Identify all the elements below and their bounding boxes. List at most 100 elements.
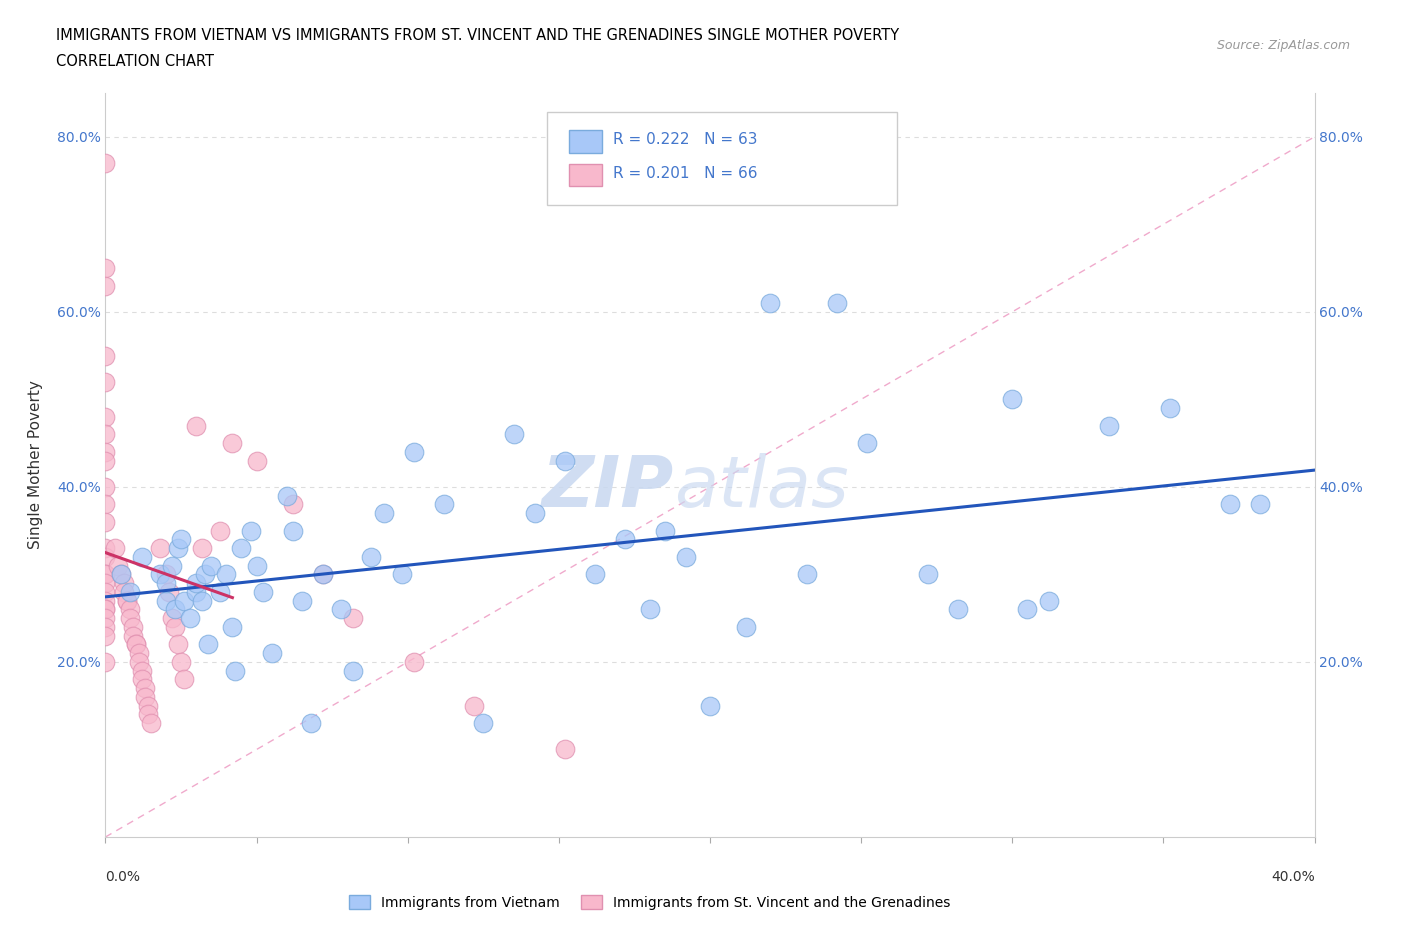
Point: [94, 375, 117, 390]
Point: [299, 716, 322, 731]
Point: [125, 637, 148, 652]
Point: [110, 567, 132, 582]
Point: [94, 155, 117, 170]
Text: atlas: atlas: [673, 453, 848, 522]
Text: CORRELATION CHART: CORRELATION CHART: [56, 54, 214, 69]
Point: [94, 576, 117, 591]
Point: [1017, 602, 1039, 617]
Point: [291, 593, 314, 608]
Point: [94, 497, 117, 512]
Point: [131, 663, 153, 678]
Y-axis label: Single Mother Poverty: Single Mother Poverty: [28, 380, 42, 550]
Point: [155, 593, 177, 608]
Text: 0.0%: 0.0%: [105, 870, 141, 884]
Point: [173, 672, 195, 687]
Point: [186, 584, 208, 599]
Point: [402, 445, 425, 459]
Point: [502, 427, 524, 442]
Text: IMMIGRANTS FROM VIETNAM VS IMMIGRANTS FROM ST. VINCENT AND THE GRENADINES SINGLE: IMMIGRANTS FROM VIETNAM VS IMMIGRANTS FR…: [56, 28, 900, 43]
Point: [735, 619, 758, 634]
Point: [342, 611, 364, 626]
Point: [675, 550, 697, 565]
Point: [312, 567, 335, 582]
Point: [1001, 392, 1024, 406]
Point: [118, 602, 141, 617]
Point: [94, 629, 117, 644]
Point: [94, 540, 117, 555]
Point: [128, 645, 150, 660]
Point: [131, 672, 153, 687]
Point: [94, 619, 117, 634]
Point: [167, 637, 190, 652]
Point: [209, 524, 232, 538]
Point: [917, 567, 939, 582]
Point: [94, 550, 117, 565]
Point: [402, 655, 425, 670]
Point: [94, 260, 117, 275]
Point: [583, 567, 606, 582]
Point: [131, 550, 153, 565]
Point: [170, 532, 193, 547]
Point: [231, 540, 253, 555]
Point: [125, 637, 148, 652]
Point: [209, 584, 232, 599]
FancyBboxPatch shape: [547, 112, 897, 205]
Point: [252, 584, 274, 599]
Point: [246, 558, 269, 573]
Point: [157, 584, 180, 599]
Point: [856, 435, 879, 450]
Point: [94, 445, 117, 459]
Point: [1249, 497, 1271, 512]
Point: [94, 427, 117, 442]
Point: [614, 532, 637, 547]
Point: [173, 593, 195, 608]
Point: [197, 637, 219, 652]
Point: [523, 506, 546, 521]
Point: [107, 558, 129, 573]
Point: [312, 567, 335, 582]
Point: [638, 602, 661, 617]
Point: [110, 567, 132, 582]
Point: [170, 655, 193, 670]
Point: [163, 619, 186, 634]
Point: [94, 611, 117, 626]
Point: [112, 584, 135, 599]
Point: [94, 655, 117, 670]
Point: [94, 453, 117, 468]
Point: [134, 689, 156, 704]
Point: [554, 742, 576, 757]
Point: [472, 716, 495, 731]
Point: [463, 698, 485, 713]
FancyBboxPatch shape: [568, 130, 602, 153]
Point: [155, 576, 177, 591]
Point: [94, 567, 117, 582]
Point: [276, 488, 298, 503]
Point: [330, 602, 353, 617]
Point: [94, 409, 117, 424]
Point: [281, 497, 304, 512]
Point: [179, 611, 201, 626]
Point: [699, 698, 721, 713]
Point: [115, 593, 138, 608]
Point: [163, 602, 186, 617]
Point: [94, 278, 117, 293]
Point: [94, 584, 117, 599]
Point: [121, 629, 143, 644]
Point: [136, 698, 159, 713]
Point: [139, 716, 162, 731]
Point: [128, 655, 150, 670]
FancyBboxPatch shape: [568, 164, 602, 186]
Text: R = 0.201   N = 66: R = 0.201 N = 66: [613, 166, 758, 180]
Point: [121, 619, 143, 634]
Text: Source: ZipAtlas.com: Source: ZipAtlas.com: [1216, 39, 1350, 52]
Point: [149, 567, 172, 582]
Point: [155, 567, 177, 582]
Point: [118, 611, 141, 626]
Point: [239, 524, 262, 538]
Point: [136, 707, 159, 722]
Point: [796, 567, 818, 582]
Point: [654, 524, 676, 538]
Point: [115, 593, 138, 608]
Point: [194, 567, 217, 582]
Point: [103, 540, 125, 555]
